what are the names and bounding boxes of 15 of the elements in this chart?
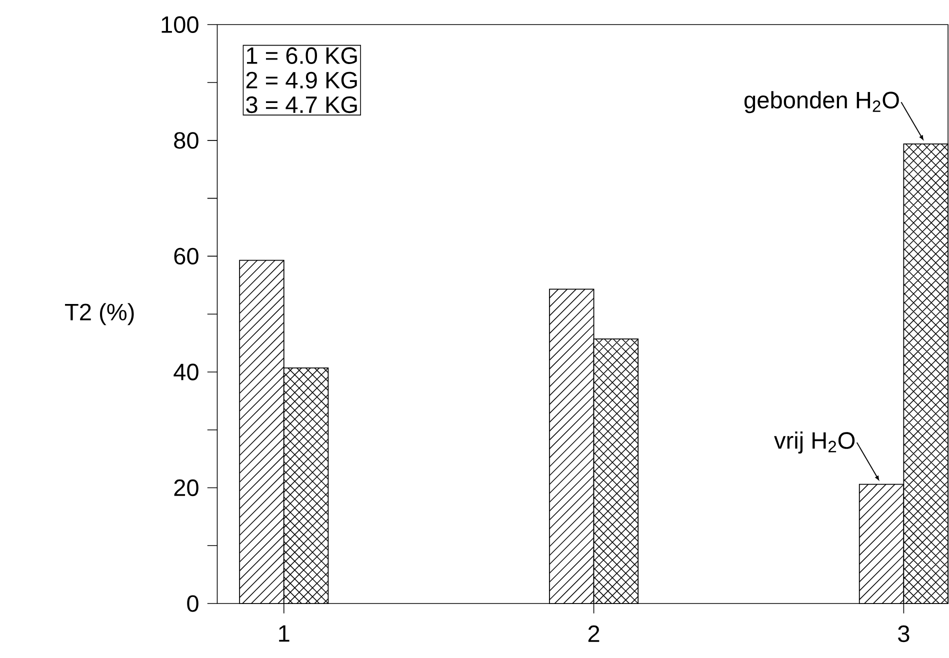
annotation: 3 = 4.7 KG xyxy=(246,96,357,114)
y-tick-label: 100 xyxy=(162,16,198,34)
x-tick-label: 2 xyxy=(588,626,600,642)
y-tick-label: 60 xyxy=(174,248,198,265)
x-tick-label: 3 xyxy=(898,626,910,642)
annotation: vrij H$_{2}$O xyxy=(774,432,855,454)
y-axis-title: T2 (%) xyxy=(65,303,134,326)
annotation: 2 = 4.9 KG xyxy=(246,72,357,89)
x-tick-label: 1 xyxy=(279,626,290,642)
annotation: 1 = 6.0 KG xyxy=(246,47,357,64)
y-tick-label: 40 xyxy=(174,364,198,380)
y-tick-label: 0 xyxy=(187,595,198,612)
y-tick-label: 80 xyxy=(174,132,198,149)
annotation: gebonden H$_{2}$O xyxy=(744,91,899,114)
y-tick-label: 20 xyxy=(174,480,198,496)
